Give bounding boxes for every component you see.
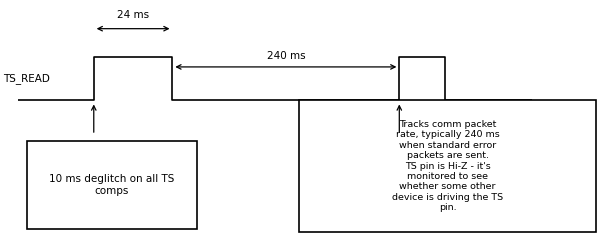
Bar [27, 141, 197, 229]
Text: 10 ms deglitch on all TS
comps: 10 ms deglitch on all TS comps [49, 174, 175, 196]
Bar [299, 100, 596, 232]
Text: 24 ms: 24 ms [117, 10, 149, 20]
Text: TS_READ: TS_READ [3, 73, 50, 84]
Text: Tracks comm packet
rate, typically 240 ms
when standard error
packets are sent.
: Tracks comm packet rate, typically 240 m… [392, 120, 503, 212]
Text: 240 ms: 240 ms [267, 51, 305, 61]
